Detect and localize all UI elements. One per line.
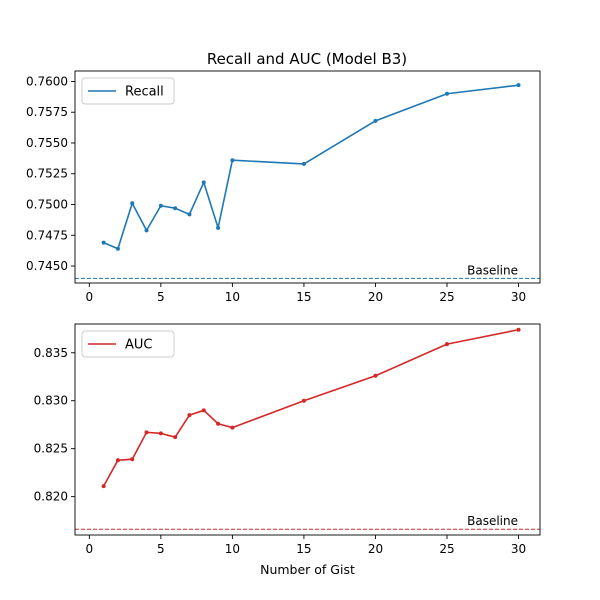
panel-0-data-point xyxy=(187,212,192,217)
panel-1-data-point xyxy=(216,421,221,426)
panel-0-data-point xyxy=(373,118,378,123)
panel-0-data-point xyxy=(230,158,235,163)
panel-0-x-tick-label: 15 xyxy=(296,290,311,304)
recall-panel: Baseline 0 5 10 15 20 25 30 0.7450 0.7475 0.7500 0.… xyxy=(26,70,541,304)
panel-0-x-tick-label: 0 xyxy=(85,290,93,304)
panel-1-x-tick-label: 5 xyxy=(157,542,165,556)
panel-1-x-tick-label: 25 xyxy=(439,542,454,556)
panel-0-x-tick-label: 10 xyxy=(225,290,240,304)
panel-0-data-point xyxy=(173,206,178,211)
panel-1-legend-box xyxy=(81,330,175,358)
panel-0-data-point xyxy=(101,240,106,245)
panel-0-baseline-label: Baseline xyxy=(467,263,518,277)
panel-1-data-point xyxy=(130,457,135,462)
panel-0-data-point xyxy=(144,228,149,233)
panel-1-data-point xyxy=(301,398,306,403)
panel-0-y-tick-label: 0.7450 xyxy=(26,259,68,273)
panel-1-data-point xyxy=(516,327,521,332)
panel-0-axes-frame xyxy=(74,70,541,284)
panel-0-data-point xyxy=(115,246,120,251)
panel-1-x-tick-label: 15 xyxy=(296,542,311,556)
panel-1-series-line xyxy=(102,328,519,487)
panel-0-data-point xyxy=(445,91,449,96)
panel-0-x-tick-label: 5 xyxy=(157,290,165,304)
panel-1-x-axis-label: Number of Gist xyxy=(260,562,355,577)
panel-0-series-line xyxy=(103,84,519,250)
panel-1-axes-frame xyxy=(74,323,541,536)
panel-0-x-tick-label: 20 xyxy=(368,290,383,304)
panel-1-data-point xyxy=(201,408,206,413)
panel-1-y-tick-label: 0.820 xyxy=(34,490,68,504)
panel-1-legend-label: AUC xyxy=(125,338,153,353)
panel-1-x-tick-label: 30 xyxy=(511,542,526,556)
panel-1-data-point xyxy=(373,373,378,378)
panel-1-data-point xyxy=(230,425,235,430)
figure-title: Recall and AUC (Model B3) xyxy=(207,50,407,68)
panel-0-y-tick-label: 0.7600 xyxy=(26,74,68,88)
panel-1-data-point xyxy=(445,342,449,347)
panel-1-y-tick-label: 0.835 xyxy=(34,346,68,360)
panel-1-x-tick-label: 0 xyxy=(85,542,93,556)
panel-1-data-point xyxy=(101,484,106,489)
panel-0-y-tick-label: 0.7475 xyxy=(26,228,68,242)
panel-0-x-tick-label: 30 xyxy=(511,290,526,304)
panel-0-y-tick-label: 0.7525 xyxy=(26,167,68,181)
panel-1-x-tick-label: 10 xyxy=(225,542,240,556)
panel-1-data-point xyxy=(173,435,178,440)
panel-1-data-point xyxy=(115,458,120,463)
panel-1-data-point xyxy=(158,431,163,436)
panel-0-data-point xyxy=(516,83,521,88)
panel-0-y-tick-label: 0.7575 xyxy=(26,105,68,119)
auc-panel: Baseline 0 5 10 15 20 25 30 0.820 0.825 0.830 0.835… xyxy=(34,323,541,577)
panel-0-data-point xyxy=(158,203,163,208)
panel-0-legend-box xyxy=(81,77,175,105)
panel-0-y-tick-label: 0.7500 xyxy=(26,197,68,211)
panel-1-x-tick-label: 20 xyxy=(368,542,383,556)
panel-1-data-point xyxy=(144,430,149,435)
panel-0-y-tick-label: 0.7550 xyxy=(26,136,68,150)
panel-0-data-point xyxy=(201,180,206,185)
panel-0-x-tick-label: 25 xyxy=(439,290,454,304)
panel-0-data-point xyxy=(301,161,306,166)
panel-0-data-point xyxy=(130,201,135,206)
panel-1-baseline-label: Baseline xyxy=(467,514,518,528)
panel-0-legend-label: Recall xyxy=(125,85,164,100)
panel-0-data-point xyxy=(216,225,221,230)
panel-1-data-point xyxy=(187,413,192,418)
panel-1-y-tick-label: 0.825 xyxy=(34,442,68,456)
panel-1-y-tick-label: 0.830 xyxy=(34,394,68,408)
